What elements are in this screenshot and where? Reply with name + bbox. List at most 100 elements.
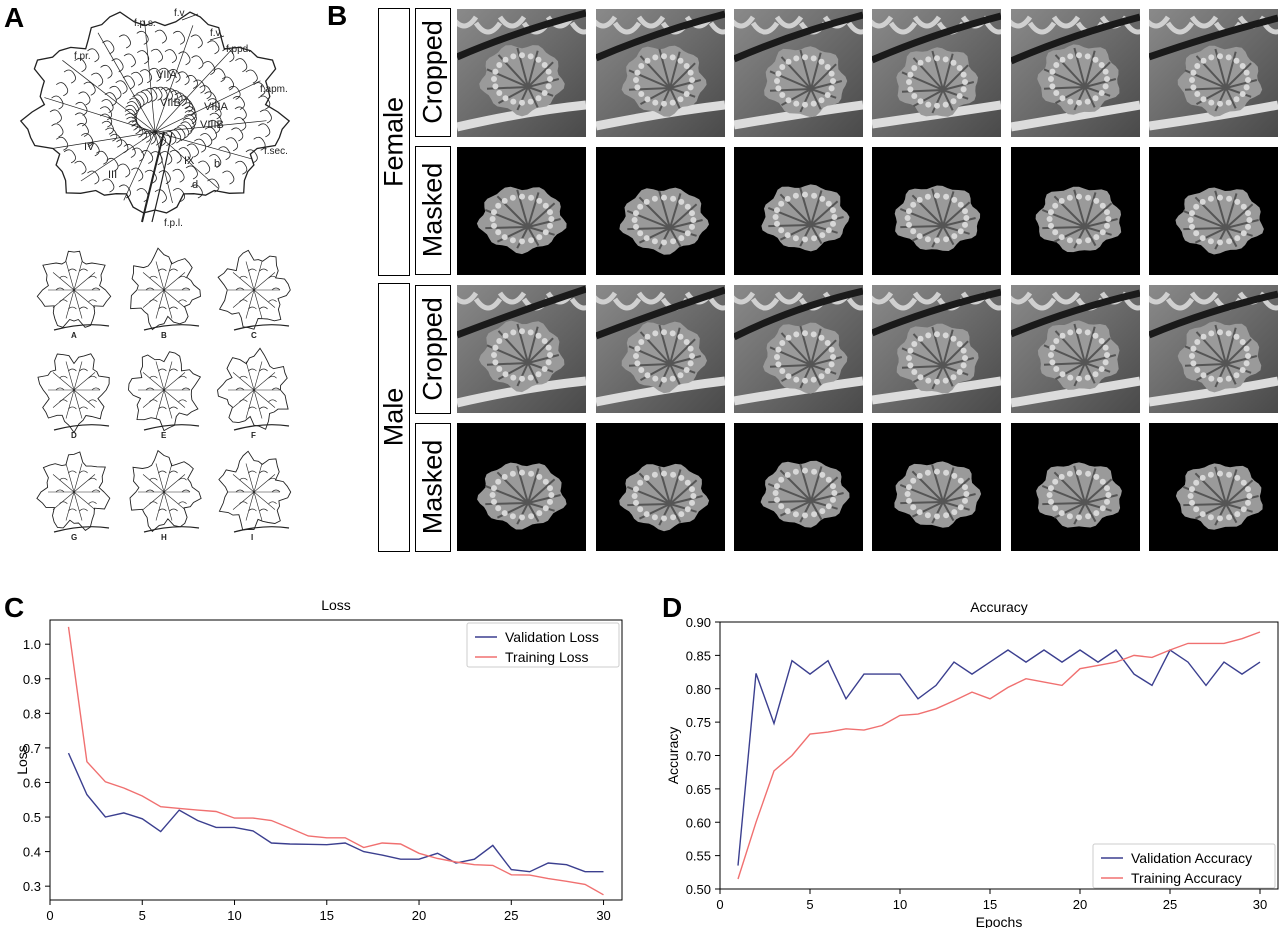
cropped-mri-tile [596,9,725,137]
drawing-label: f.p.s. [134,18,156,29]
legend-box [466,622,620,668]
subfigure-letter: H [161,533,167,542]
masked-mri-tile [596,147,725,275]
masked-mri-tile [1011,423,1140,551]
subfigure-letter: C [251,331,257,340]
x-tick-label: 0 [716,897,723,912]
drawing-label: VIIB [160,97,181,109]
panel-letter-d: D [662,592,683,623]
drawing-label: VIIIB [200,119,224,131]
masked-mri-tile [1149,423,1278,551]
series-line-validation [67,752,604,873]
masked-mri-tile [457,423,586,551]
cropped-mri-tile [734,285,863,413]
drawing-label: IX [184,155,195,167]
drawing-label: f.apm. [260,84,288,95]
x-axis-label: Epochs [313,925,360,928]
cropped-mri-tile [734,9,863,137]
y-tick-label: 0.70 [686,749,711,764]
row-label-female-masked: Masked [417,162,448,258]
drawing-label: f.ppd. [226,44,251,55]
y-tick-label: 0.3 [23,879,41,894]
chart-title: Loss [321,597,351,613]
y-axis-label: Loss [14,745,30,775]
drawing-label: f.v. [174,8,187,19]
y-tick-label: 0.65 [686,782,711,797]
row-label-female-cropped: Cropped [417,20,448,124]
masked-mri-tile [872,147,1001,275]
masked-mri-tile [596,423,725,551]
group-box-female [378,8,410,276]
subfigure-letter: E [161,431,167,440]
drawing-label: f.sec. [264,146,288,157]
drawing-label: III [108,169,117,181]
drawing-label: d [192,179,198,191]
cropped-mri-tile [596,285,725,413]
row-box-male-masked [415,423,451,552]
cropped-mri-tile [872,9,1001,137]
y-tick-label: 0.7 [23,741,41,756]
cropped-mri-tile [457,9,586,137]
x-tick-label: 25 [504,908,518,923]
loss-chart: Loss 0 5 10 15 20 25 30 0.3 0.4 0.5 0.6 0.7 0.8 0.9 1.0… [14,597,623,928]
masked-mri-tile [457,147,586,275]
x-tick-label: 0 [46,908,53,923]
row-label-male-cropped: Cropped [417,297,448,401]
y-tick-label: 0.6 [23,775,41,790]
group-label-male: Male [378,387,409,447]
x-axis-label: Epochs [976,914,1023,928]
row-label-male-masked: Masked [417,439,448,535]
x-tick-label: 30 [1253,897,1267,912]
y-tick-label: 0.75 [686,715,711,730]
y-tick-label: 0.90 [686,615,711,630]
panel-letter-a: A [4,2,25,33]
panel-letter-c: C [4,592,25,623]
subfigure-letter: I [251,533,253,542]
x-tick-label: 5 [806,897,813,912]
cerebellum-section-drawings: A B C D E F G H I [36,247,292,542]
legend-label: Validation Loss [505,629,599,645]
y-tick-label: 0.80 [686,682,711,697]
subfigure-letter: B [161,331,167,340]
y-tick-label: 0.8 [23,706,41,721]
cropped-mri-tile [1011,9,1140,137]
drawing-label: f.pr. [74,51,91,62]
x-tick-label: 5 [139,908,146,923]
y-tick-label: 0.55 [686,849,711,864]
subfigure-letter: D [71,431,77,440]
cropped-mri-tile [457,285,586,413]
chart-title: Accuracy [970,599,1028,615]
plot-frame [49,619,623,901]
drawing-label: b [214,158,220,170]
drawing-label: VIIIA [204,101,229,113]
cropped-mri-tile [1149,9,1278,137]
y-tick-label: 1.0 [23,637,41,652]
x-tick-label: 10 [227,908,241,923]
subfigure-letter: G [71,533,77,542]
subfigure-letter: F [251,431,256,440]
drawing-label: f.v. [210,28,223,39]
x-tick-label: 25 [1163,897,1177,912]
masked-mri-tile [734,423,863,551]
accuracy-chart: Accuracy 0 5 10 15 20 25 30 0.50 0.55 0.60 0.65 0.70… [665,599,1279,928]
drawing-label: VIIA [156,69,177,81]
row-box-female-masked [415,146,451,275]
y-tick-label: 0.4 [23,845,41,860]
x-tick-label: 20 [412,908,426,923]
masked-mri-tile [1149,147,1278,275]
y-tick-label: 0.5 [23,810,41,825]
cropped-mri-tile [1149,285,1278,413]
cropped-mri-tile [1011,285,1140,413]
legend-box [1092,843,1276,889]
legend-label: Training Loss [505,649,589,665]
drawing-label: IV [84,141,95,153]
series-line-training [67,626,604,896]
group-box-male [378,283,410,552]
panel-letter-b: B [327,0,348,31]
x-tick-label: 15 [320,908,334,923]
y-axis-label: Accuracy [665,727,681,785]
y-tick-label: 0.50 [686,882,711,897]
row-box-male-cropped [415,285,451,414]
drawing-label: f.p.l. [164,218,183,228]
